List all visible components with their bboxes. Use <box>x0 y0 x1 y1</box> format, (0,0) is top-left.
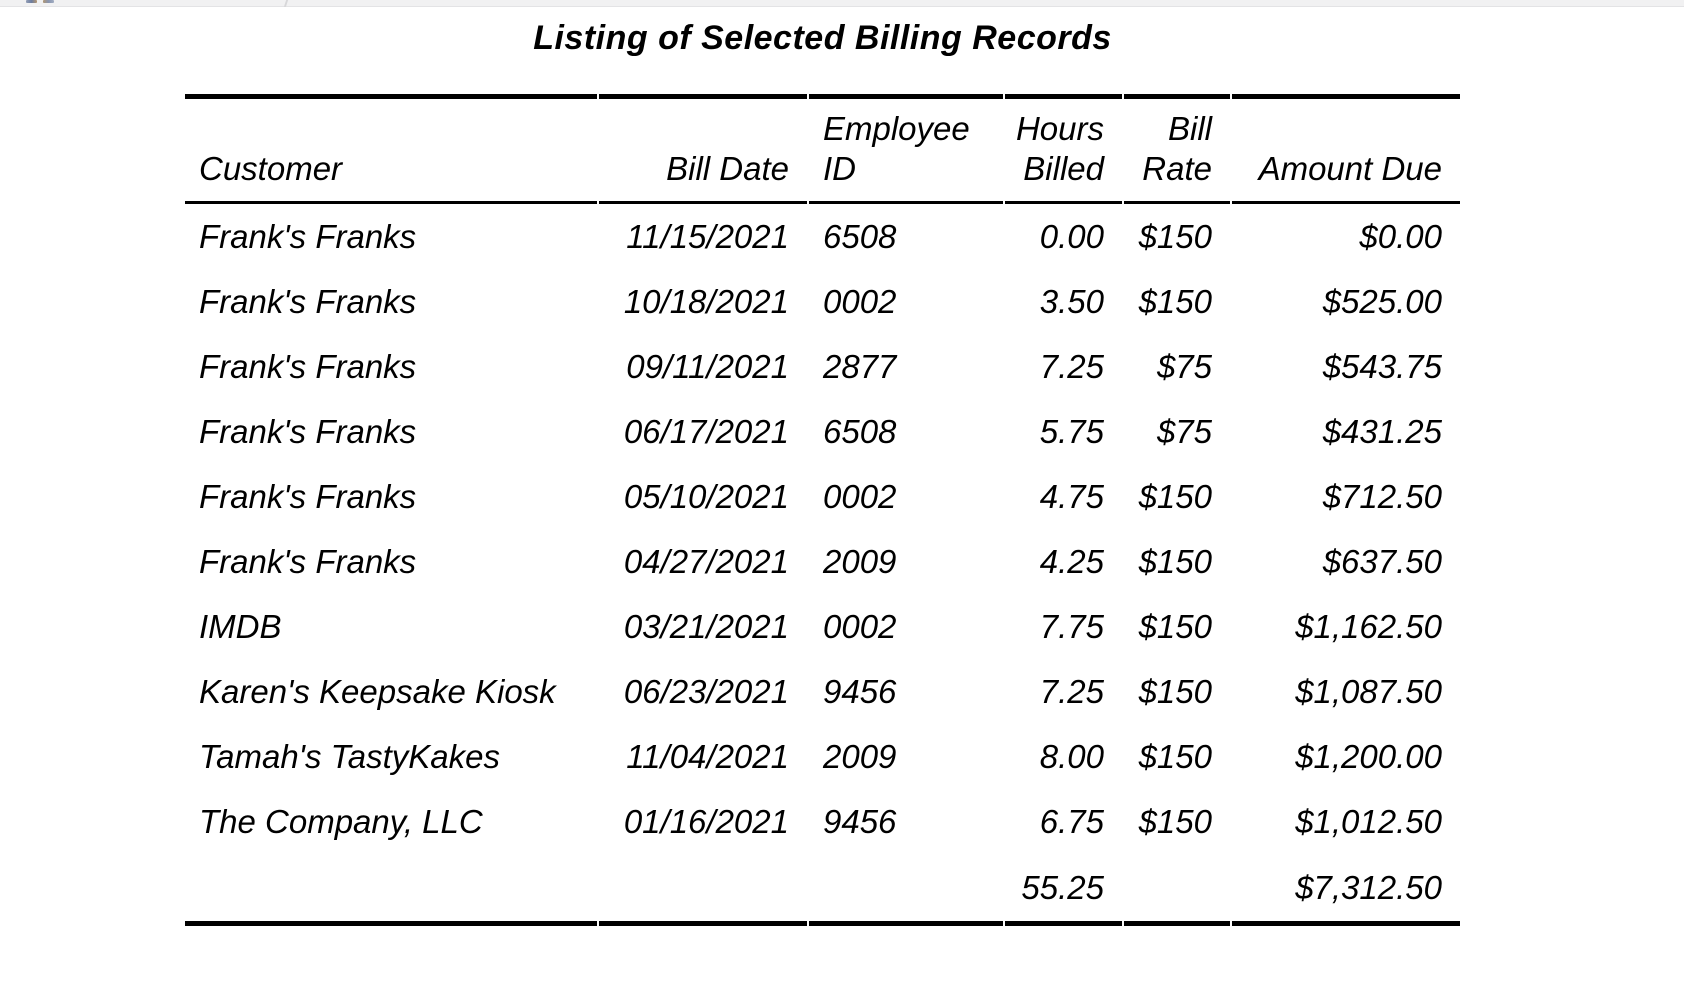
column-header-hours_billed: Hours Billed <box>1005 94 1122 204</box>
cell-amount_due: $543.75 <box>1322 347 1442 385</box>
cell-hours_billed: 3.50 <box>1039 282 1104 320</box>
cell-customer: Frank's Franks <box>199 217 417 255</box>
cell-hours_billed: 7.25 <box>1039 347 1104 385</box>
cell-customer: Frank's Franks <box>199 477 417 515</box>
cell-hours_billed: 0.00 <box>1039 217 1104 255</box>
cell-employee_id: 6508 <box>823 217 897 255</box>
cell-bill_rate: $150 <box>1138 217 1212 255</box>
cell-bill_rate: $150 <box>1138 542 1212 580</box>
cell-amount_due: $637.50 <box>1322 542 1442 580</box>
table-row: Frank's Franks 11/15/2021 6508 0.00 $150 $0.0… <box>185 204 1460 269</box>
table-row: Frank's Franks 06/17/2021 6508 5.75 $75 $431.… <box>185 399 1460 464</box>
cell-amount_due: $1,012.50 <box>1295 802 1442 840</box>
cell-employee_id: 9456 <box>823 672 897 710</box>
cell-hours_billed: 7.75 <box>1039 607 1104 645</box>
cell-bill_date: 01/16/2021 <box>623 802 789 840</box>
table-header-row: Customer Bill Date Employee ID Hours Billed… <box>185 94 1460 204</box>
total-bill_date <box>599 854 807 926</box>
cell-employee_id: 2009 <box>823 737 897 775</box>
cell-bill_rate: $75 <box>1156 412 1212 450</box>
cell-bill_rate: $75 <box>1156 347 1212 385</box>
cell-amount_due: $0.00 <box>1359 217 1442 255</box>
cell-hours_billed: 8.00 <box>1039 737 1104 775</box>
cell-customer: Frank's Franks <box>199 347 417 385</box>
table-row: Frank's Franks 10/18/2021 0002 3.50 $150 $525… <box>185 269 1460 334</box>
total-hours_billed: 55.25 <box>1005 854 1122 926</box>
cell-bill_date: 03/21/2021 <box>623 607 789 645</box>
cell-amount_due: $525.00 <box>1322 282 1442 320</box>
table-row: Frank's Franks 05/10/2021 0002 4.75 $150 $712… <box>185 464 1460 529</box>
cell-bill_rate: $150 <box>1138 802 1212 840</box>
cell-bill_rate: $150 <box>1138 607 1212 645</box>
total-bill_rate <box>1124 854 1230 926</box>
cell-bill_rate: $150 <box>1138 477 1212 515</box>
cell-amount_due: $1,200.00 <box>1295 737 1442 775</box>
cell-employee_id: 9456 <box>823 802 897 840</box>
cell-customer: Karen's Keepsake Kiosk <box>199 672 556 710</box>
cell-employee_id: 6508 <box>823 412 897 450</box>
cell-bill_date: 06/17/2021 <box>623 412 789 450</box>
cell-hours_billed: 4.75 <box>1039 477 1104 515</box>
cell-bill_date: 04/27/2021 <box>623 542 789 580</box>
cell-amount_due: $712.50 <box>1322 477 1442 515</box>
cell-employee_id: 2009 <box>823 542 897 580</box>
table-row: The Company, LLC 01/16/2021 9456 6.75 $150 $1… <box>185 789 1460 854</box>
table-row: IMDB 03/21/2021 0002 7.75 $150 $1,162.50 <box>185 594 1460 659</box>
cell-bill_date: 10/18/2021 <box>623 282 789 320</box>
cell-amount_due: $431.25 <box>1322 412 1442 450</box>
cell-employee_id: 0002 <box>823 607 897 645</box>
table-row: Frank's Franks 04/27/2021 2009 4.25 $150 $637… <box>185 529 1460 594</box>
total-customer <box>185 854 597 926</box>
column-header-amount_due: Amount Due <box>1232 94 1460 204</box>
cell-bill_date: 09/11/2021 <box>626 347 789 385</box>
column-header-customer: Customer <box>185 94 597 204</box>
table-row: Frank's Franks 09/11/2021 2877 7.25 $75 $543.… <box>185 334 1460 399</box>
table-totals-row: 55.25 $7,312.50 <box>185 854 1460 926</box>
cell-hours_billed: 5.75 <box>1039 412 1104 450</box>
cell-customer: Frank's Franks <box>199 412 417 450</box>
billing-records-table: Customer Bill Date Employee ID Hours Billed… <box>183 94 1462 926</box>
cell-hours_billed: 6.75 <box>1039 802 1104 840</box>
cell-amount_due: $1,087.50 <box>1295 672 1442 710</box>
cell-bill_rate: $150 <box>1138 737 1212 775</box>
cell-employee_id: 0002 <box>823 282 897 320</box>
column-header-bill_rate: Bill Rate <box>1124 94 1230 204</box>
cell-hours_billed: 4.25 <box>1039 542 1104 580</box>
favicon-fragment-icon <box>26 0 37 3</box>
cell-employee_id: 0002 <box>823 477 897 515</box>
tab-edge-line <box>283 0 289 7</box>
cell-bill_rate: $150 <box>1138 672 1212 710</box>
browser-chrome-edge <box>0 0 1684 7</box>
report-title: Listing of Selected Billing Records <box>533 19 1112 57</box>
cell-bill_date: 06/23/2021 <box>623 672 789 710</box>
cell-customer: Frank's Franks <box>199 542 417 580</box>
cell-employee_id: 2877 <box>823 347 897 385</box>
cell-customer: Tamah's TastyKakes <box>199 737 501 775</box>
cell-bill_rate: $150 <box>1138 282 1212 320</box>
cell-hours_billed: 7.25 <box>1039 672 1104 710</box>
column-header-bill_date: Bill Date <box>599 94 807 204</box>
billing-report: Listing of Selected Billing Records Cust… <box>183 17 1462 926</box>
cell-customer: The Company, LLC <box>199 802 483 840</box>
cell-bill_date: 11/15/2021 <box>626 217 789 255</box>
cell-customer: IMDB <box>199 607 282 645</box>
cell-bill_date: 05/10/2021 <box>623 477 789 515</box>
cell-customer: Frank's Franks <box>199 282 417 320</box>
total-employee_id <box>809 854 1003 926</box>
favicon-fragment-icon <box>43 0 54 3</box>
table-row: Tamah's TastyKakes 11/04/2021 2009 8.00 $150… <box>185 724 1460 789</box>
column-header-employee_id: Employee ID <box>809 94 1003 204</box>
table-row: Karen's Keepsake Kiosk 06/23/2021 9456 7.25… <box>185 659 1460 724</box>
cell-bill_date: 11/04/2021 <box>626 737 789 775</box>
total-amount_due: $7,312.50 <box>1232 854 1460 926</box>
cell-amount_due: $1,162.50 <box>1295 607 1442 645</box>
